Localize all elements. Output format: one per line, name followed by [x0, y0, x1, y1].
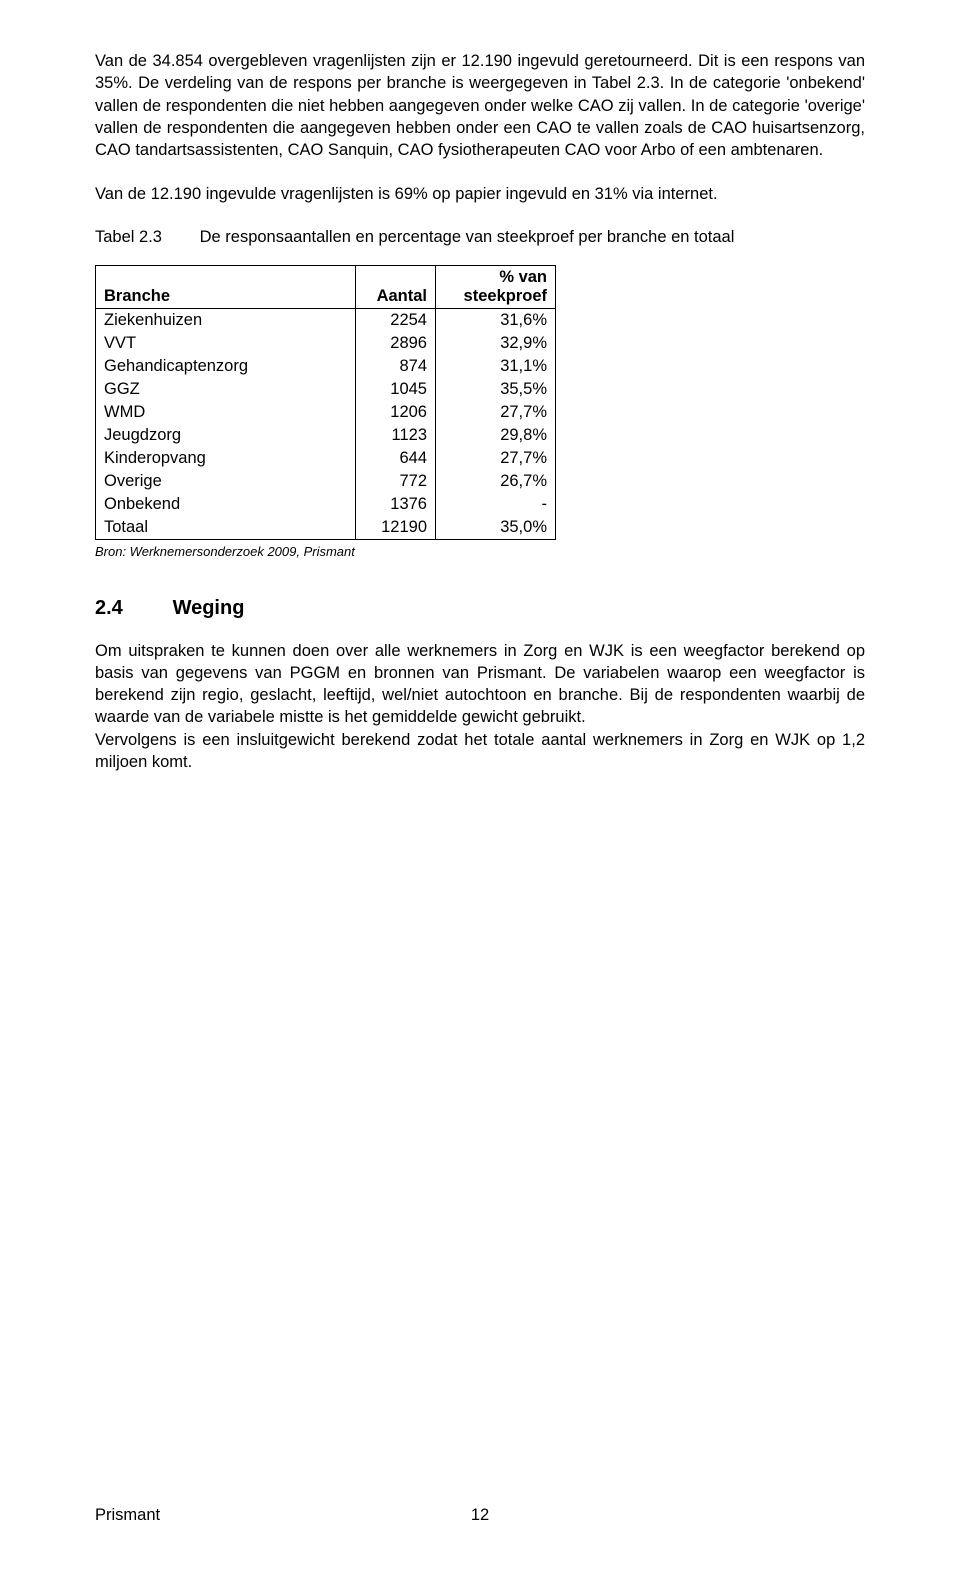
table-row: Ziekenhuizen225431,6% [96, 308, 556, 332]
cell-aantal: 2896 [356, 332, 436, 355]
col-branche: Branche [96, 265, 356, 308]
col-aantal: Aantal [356, 265, 436, 308]
cell-branche: WMD [96, 401, 356, 424]
cell-aantal: 1376 [356, 493, 436, 516]
cell-branche: Overige [96, 470, 356, 493]
table-row: Onbekend1376- [96, 493, 556, 516]
cell-percentage: 31,1% [436, 355, 556, 378]
col-pct-line1: % van [499, 268, 547, 286]
cell-percentage: 35,5% [436, 378, 556, 401]
cell-aantal: 772 [356, 470, 436, 493]
table-row: Kinderopvang64427,7% [96, 447, 556, 470]
section-heading: 2.4 Weging [95, 597, 865, 620]
cell-branche: Kinderopvang [96, 447, 356, 470]
cell-branche: Gehandicaptenzorg [96, 355, 356, 378]
table-label: Tabel 2.3 [95, 228, 195, 247]
cell-percentage: 26,7% [436, 470, 556, 493]
table-row: Gehandicaptenzorg87431,1% [96, 355, 556, 378]
col-percentage: % van steekproef [436, 265, 556, 308]
cell-aantal: 12190 [356, 516, 436, 540]
section-number: 2.4 [95, 597, 167, 620]
cell-aantal: 2254 [356, 308, 436, 332]
cell-percentage: 31,6% [436, 308, 556, 332]
cell-aantal: 1206 [356, 401, 436, 424]
cell-aantal: 874 [356, 355, 436, 378]
table-row: Totaal1219035,0% [96, 516, 556, 540]
table-row: Overige77226,7% [96, 470, 556, 493]
table-header-row: Branche Aantal % van steekproef [96, 265, 556, 308]
cell-branche: Onbekend [96, 493, 356, 516]
table-source: Bron: Werknemersonderzoek 2009, Prismant [95, 544, 865, 559]
col-pct-line2: steekproef [464, 287, 547, 305]
cell-percentage: 35,0% [436, 516, 556, 540]
weging-paragraph-2: Vervolgens is een insluitgewicht bereken… [95, 729, 865, 774]
page-footer: Prismant 12 [95, 1506, 865, 1525]
cell-branche: Jeugdzorg [96, 424, 356, 447]
cell-percentage: 29,8% [436, 424, 556, 447]
footer-page-number: 12 [471, 1506, 489, 1525]
cell-percentage: - [436, 493, 556, 516]
table-caption-text: De responsaantallen en percentage van st… [200, 228, 735, 246]
cell-branche: GGZ [96, 378, 356, 401]
cell-percentage: 27,7% [436, 401, 556, 424]
cell-branche: Ziekenhuizen [96, 308, 356, 332]
table-row: WMD120627,7% [96, 401, 556, 424]
cell-branche: VVT [96, 332, 356, 355]
cell-aantal: 1123 [356, 424, 436, 447]
table-row: Jeugdzorg112329,8% [96, 424, 556, 447]
cell-percentage: 32,9% [436, 332, 556, 355]
weging-paragraph-1: Om uitspraken te kunnen doen over alle w… [95, 640, 865, 729]
section-title: Weging [173, 597, 245, 619]
intro-paragraph-2: Van de 12.190 ingevulde vragenlijsten is… [95, 183, 865, 205]
cell-aantal: 644 [356, 447, 436, 470]
table-row: GGZ104535,5% [96, 378, 556, 401]
cell-percentage: 27,7% [436, 447, 556, 470]
cell-branche: Totaal [96, 516, 356, 540]
response-table: Branche Aantal % van steekproef Ziekenhu… [95, 265, 556, 540]
cell-aantal: 1045 [356, 378, 436, 401]
table-caption: Tabel 2.3 De responsaantallen en percent… [95, 228, 865, 247]
intro-paragraph-1: Van de 34.854 overgebleven vragenlijsten… [95, 50, 865, 161]
table-row: VVT289632,9% [96, 332, 556, 355]
